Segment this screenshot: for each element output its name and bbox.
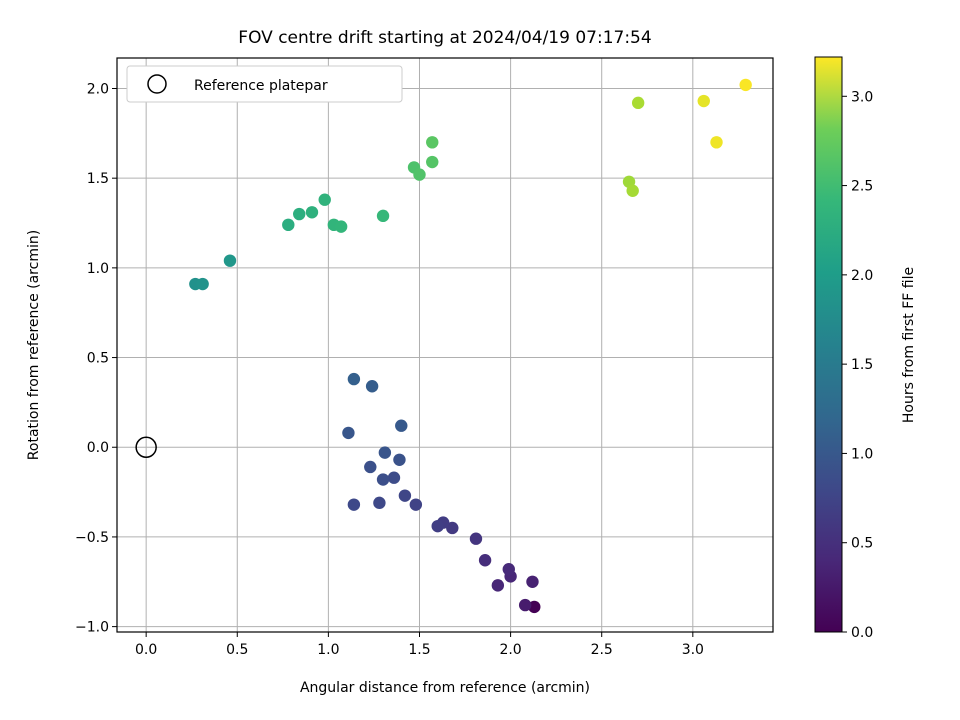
reference-platepar-marker — [135, 436, 157, 458]
scatter-point — [293, 207, 306, 221]
y-tick-label: 0.5 — [87, 351, 109, 367]
x-tick-label: 3.0 — [682, 642, 704, 658]
colorbar-tick-label: 1.5 — [851, 357, 873, 373]
colorbar-tick-label: 1.0 — [851, 446, 873, 462]
scatter-point — [413, 168, 426, 181]
scatter-point — [446, 521, 459, 535]
scatter-point — [626, 184, 639, 197]
legend-reference-label: Reference platepar — [194, 78, 328, 94]
colorbar-ticks: 0.0 0.5 1.0 1.5 2.0 2.5 3.0 — [842, 89, 873, 641]
colorbar-label: Hours from first FF file — [901, 267, 917, 423]
y-tick-label: −1.0 — [75, 620, 109, 636]
scatter-point — [426, 155, 439, 169]
scatter-point — [364, 460, 377, 474]
scatter-point — [395, 419, 408, 432]
scatter-point — [223, 254, 237, 267]
scatter-point — [196, 277, 209, 291]
scatter-point — [426, 136, 439, 149]
scatter-point — [393, 453, 406, 466]
x-tick-label: 0.0 — [135, 642, 157, 658]
colorbar-tick-label: 3.0 — [851, 89, 873, 105]
y-tick-label: −0.5 — [75, 530, 109, 546]
chart-title: FOV centre drift starting at 2024/04/19 … — [238, 28, 651, 48]
scatter-point — [502, 563, 515, 576]
reference-marker — [135, 436, 157, 458]
scatter-point — [518, 598, 532, 612]
colorbar: 0.0 0.5 1.0 1.5 2.0 2.5 3.0 Hours from first F… — [814, 56, 917, 641]
scatter-point — [347, 498, 361, 511]
data-points — [189, 78, 752, 614]
x-tick-label: 1.0 — [317, 642, 339, 658]
scatter-point — [398, 489, 412, 502]
y-tick-label: 0.0 — [87, 440, 109, 456]
x-axis-label: Angular distance from reference (arcmin) — [300, 680, 590, 696]
scatter-point — [376, 209, 390, 223]
scatter-point — [631, 96, 645, 110]
scatter-point — [387, 471, 401, 484]
colorbar-tick-label: 2.0 — [851, 268, 873, 284]
scatter-point — [739, 78, 752, 92]
scatter-point — [318, 193, 331, 206]
y-tick-label: 1.5 — [87, 171, 109, 187]
plot-frame — [116, 57, 774, 633]
scatter-point — [378, 446, 392, 459]
legend-reference-marker-icon — [147, 74, 167, 94]
x-axis-ticks: 0.0 0.5 1.0 1.5 2.0 2.5 3.0 — [135, 632, 704, 658]
scatter-point — [697, 94, 710, 108]
colorbar-tick-label: 0.0 — [851, 625, 873, 641]
x-tick-label: 1.5 — [408, 642, 430, 658]
x-tick-label: 2.0 — [499, 642, 521, 658]
y-axis-ticks: −1.0 −0.5 0.0 0.5 1.0 1.5 2.0 — [75, 81, 117, 636]
colorbar-tick-label: 0.5 — [851, 536, 873, 552]
scatter-point — [373, 496, 386, 510]
scatter-point — [526, 575, 539, 588]
y-tick-label: 1.0 — [87, 261, 109, 277]
scatter-point — [282, 218, 295, 232]
scatter-point — [469, 532, 483, 545]
scatter-point — [431, 519, 444, 533]
scatter-point — [710, 136, 723, 149]
y-tick-label: 2.0 — [87, 81, 109, 97]
legend: Reference platepar — [126, 65, 403, 103]
scatter-point — [409, 498, 423, 511]
legend-box — [126, 65, 403, 103]
scatter-point — [342, 426, 355, 440]
scatter-point — [376, 473, 390, 486]
scatter-point — [334, 220, 348, 233]
scatter-point — [478, 554, 492, 567]
scatter-point — [365, 380, 379, 393]
x-tick-label: 0.5 — [226, 642, 248, 658]
scatter-point — [305, 206, 319, 219]
scatter-point — [347, 372, 361, 386]
colorbar-gradient — [814, 56, 843, 633]
grid-lines — [117, 58, 773, 632]
x-tick-label: 2.5 — [591, 642, 613, 658]
colorbar-tick-label: 2.5 — [851, 179, 873, 195]
y-axis-label: Rotation from reference (arcmin) — [26, 230, 42, 460]
scatter-point — [491, 579, 505, 592]
